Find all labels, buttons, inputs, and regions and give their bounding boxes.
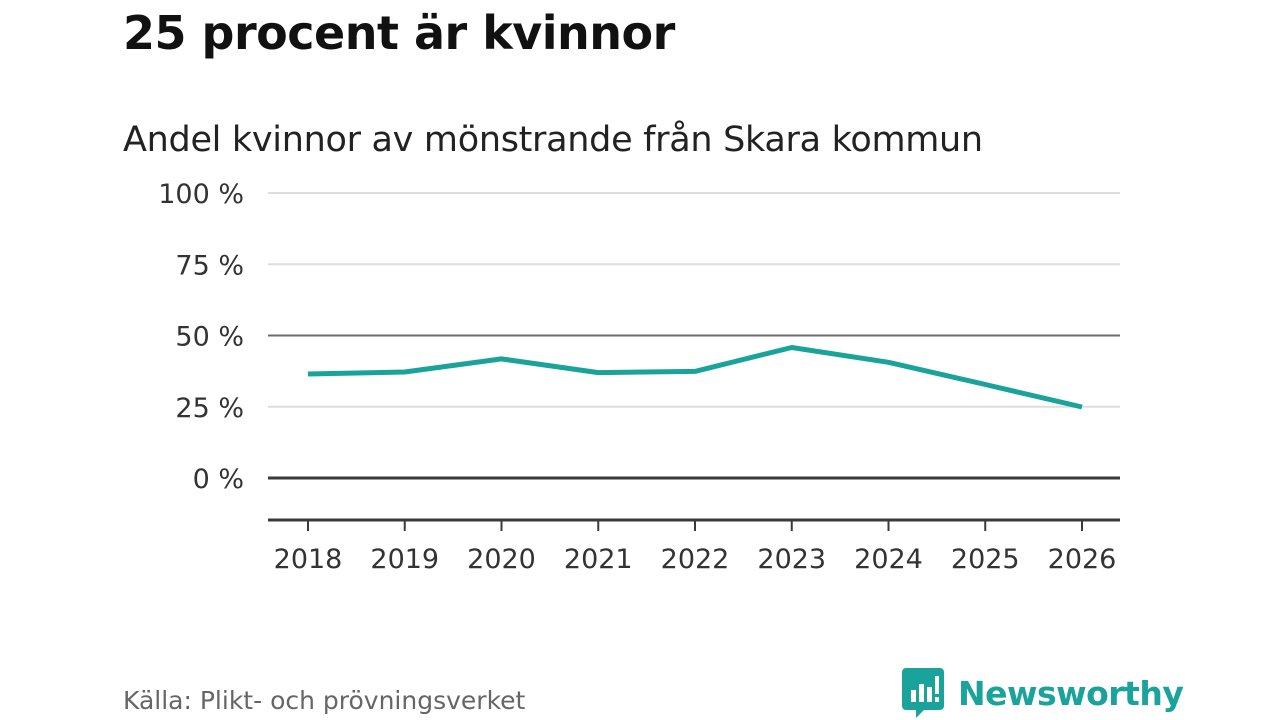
y-tick-label: 25 %: [175, 393, 244, 424]
newsworthy-logo-icon: [902, 668, 944, 718]
newsworthy-brand: Newsworthy: [902, 668, 1184, 718]
x-tick-label: 2021: [564, 544, 633, 575]
x-tick-label: 2019: [370, 544, 439, 575]
x-tick-label: 2023: [757, 544, 826, 575]
x-tick-label: 2018: [274, 544, 343, 575]
series-line: [307, 345, 1083, 410]
x-tick-label: 2026: [1048, 544, 1117, 575]
x-tick-label: 2022: [661, 544, 730, 575]
y-tick-label: 100 %: [158, 179, 244, 210]
chart-subtitle: Andel kvinnor av mönstrande från Skara k…: [123, 120, 983, 160]
y-tick-label: 75 %: [175, 250, 244, 281]
line-chart: 0 % 25 % 50 % 75 % 100 % 2018 2019 2020 2021 2022…: [158, 179, 1120, 575]
y-tick-label: 0 %: [193, 464, 244, 495]
y-tick-label: 50 %: [175, 322, 244, 353]
x-tick-label: 2025: [951, 544, 1020, 575]
brand-name: Newsworthy: [958, 673, 1184, 713]
x-tick-label: 2020: [467, 544, 536, 575]
source-note: Källa: Plikt- och prövningsverket: [123, 686, 526, 715]
chart-headline: 25 procent är kvinnor: [123, 6, 675, 60]
x-tick-label: 2024: [854, 544, 923, 575]
